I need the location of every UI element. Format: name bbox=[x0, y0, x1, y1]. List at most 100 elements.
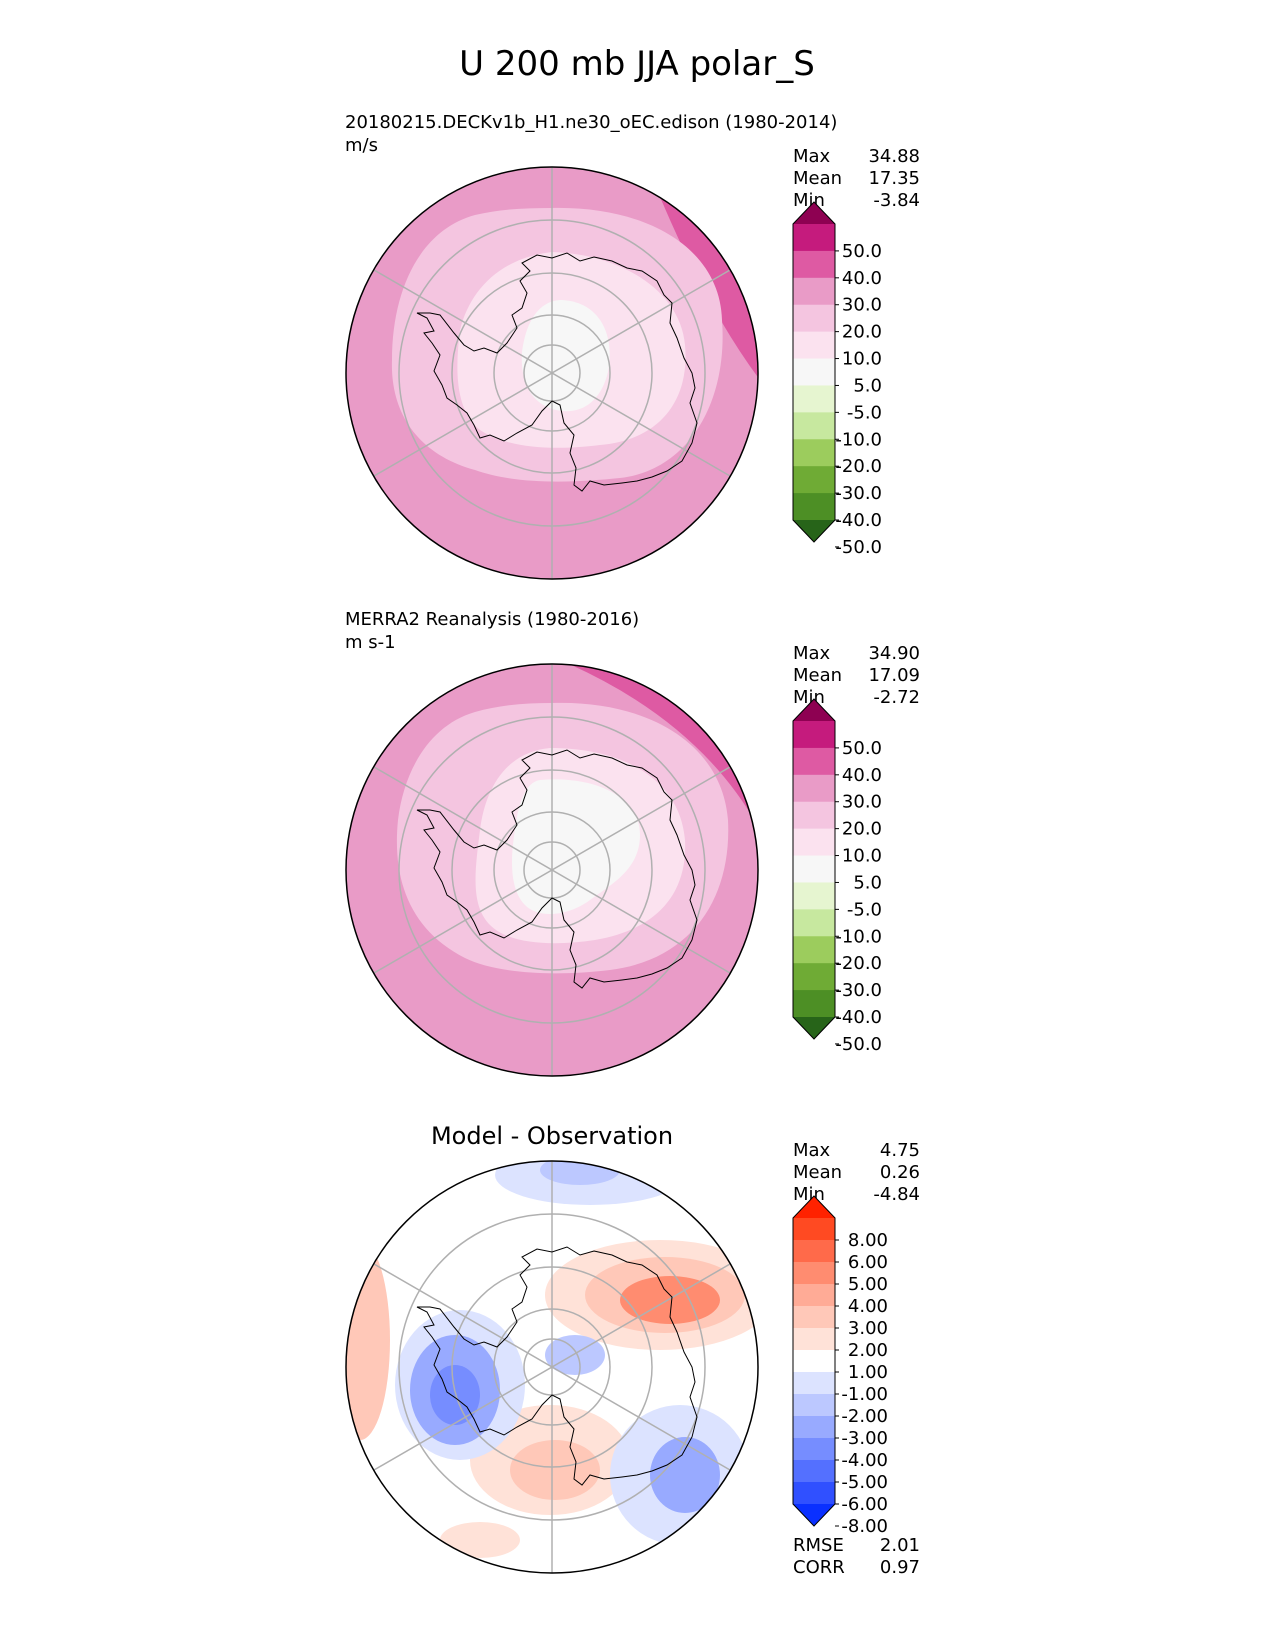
colorbar-tick-label: 40.0 bbox=[842, 765, 882, 786]
colorbar-segment bbox=[793, 1372, 835, 1395]
colorbar-tick-label: 2.00 bbox=[848, 1340, 888, 1361]
colorbar-tick-label: -20.0 bbox=[835, 953, 882, 974]
colorbar-tick-label: -3.00 bbox=[841, 1428, 888, 1449]
colorbar-segment bbox=[793, 224, 835, 252]
colorbar: 50.0 40.0 30.0 20.0 10.0 5.0 -5.0 -10.0 -20.0 -30… bbox=[792, 698, 882, 1055]
colorbar-tick-label: 50.0 bbox=[842, 241, 882, 262]
colorbar-segment bbox=[793, 1218, 835, 1241]
colorbar-segment bbox=[793, 882, 835, 910]
stat-max-label: Max bbox=[793, 1140, 831, 1161]
colorbar-extend-max bbox=[793, 202, 835, 224]
colorbar-segment bbox=[793, 774, 835, 803]
colorbar-segment bbox=[793, 412, 835, 440]
panel-label: Model - Observation bbox=[431, 1122, 673, 1150]
colorbar-tick-label: 30.0 bbox=[842, 295, 882, 316]
stat-min-value: -2.72 bbox=[873, 687, 920, 708]
colorbar-tick-label: 6.00 bbox=[848, 1252, 888, 1273]
colorbar-tick-label: 1.00 bbox=[848, 1362, 888, 1383]
colorbar-tick-label: -30.0 bbox=[835, 483, 882, 504]
colorbar-segment bbox=[793, 304, 835, 333]
panel-units: m/s bbox=[345, 135, 378, 156]
colorbar-tick-label: 10.0 bbox=[842, 846, 882, 867]
stat-mean-value: 17.09 bbox=[868, 665, 920, 686]
panel-label: 20180215.DECKv1b_H1.ne30_oEC.edison (198… bbox=[345, 112, 837, 133]
colorbar-tick-label: -20.0 bbox=[835, 456, 882, 477]
colorbar: 8.006.005.004.003.002.001.00-1.00-2.00-3… bbox=[792, 1195, 888, 1537]
negative-anomaly bbox=[650, 1437, 720, 1513]
colorbar-segment bbox=[793, 1482, 835, 1505]
colorbar-extend-max bbox=[793, 1196, 835, 1218]
meridian bbox=[373, 1263, 731, 1471]
colorbar-segment bbox=[793, 1438, 835, 1461]
meridian bbox=[373, 766, 731, 974]
colorbar-segment bbox=[793, 963, 835, 991]
colorbar-segment bbox=[793, 250, 835, 279]
positive-anomaly bbox=[440, 1522, 520, 1558]
colorbar-segment bbox=[793, 466, 835, 494]
colorbar-tick-label: -5.0 bbox=[847, 899, 882, 920]
stat-max-value: 34.88 bbox=[868, 146, 920, 167]
metric-corr-value: 0.97 bbox=[880, 1557, 920, 1578]
figure-title: U 200 mb JJA polar_S bbox=[459, 44, 815, 84]
stats-block: Max 34.90 Mean 17.09 Min -2.72 bbox=[793, 643, 920, 708]
colorbar-tick-label: -5.00 bbox=[841, 1472, 888, 1493]
colorbar-tick-label: 50.0 bbox=[842, 738, 882, 759]
metric-rmse-label: RMSE bbox=[793, 1535, 844, 1556]
colorbar-segment bbox=[793, 990, 835, 1018]
colorbar-segment bbox=[793, 439, 835, 467]
colorbar-tick-label: -2.00 bbox=[841, 1406, 888, 1427]
stat-mean-label: Mean bbox=[793, 168, 842, 189]
stat-max-label: Max bbox=[793, 146, 831, 167]
metrics-block: RMSE 2.01 CORR 0.97 bbox=[793, 1535, 920, 1578]
colorbar-segment bbox=[793, 385, 835, 413]
colorbar-segment bbox=[793, 493, 835, 521]
colorbar-segment bbox=[793, 1350, 835, 1373]
colorbar-tick-label: 3.00 bbox=[848, 1318, 888, 1339]
colorbar-tick-label: -8.00 bbox=[841, 1516, 888, 1537]
colorbar-tick-label: 10.0 bbox=[842, 349, 882, 370]
colorbar-segment bbox=[793, 358, 835, 386]
colorbar-segment bbox=[793, 855, 835, 883]
map-boundary bbox=[345, 663, 759, 1077]
colorbar: 50.0 40.0 30.0 20.0 10.0 5.0 -5.0 -10.0 -20.0 -30… bbox=[792, 201, 882, 558]
colorbar-tick-label: -50.0 bbox=[835, 1034, 882, 1055]
stat-min-value: -4.84 bbox=[873, 1184, 920, 1205]
colorbar-tick-label: -50.0 bbox=[835, 537, 882, 558]
colorbar-segment bbox=[793, 801, 835, 830]
panel-difference: Model - Observation bbox=[345, 1122, 920, 1578]
colorbar-segment bbox=[793, 277, 835, 306]
colorbar-segment bbox=[793, 936, 835, 964]
stat-mean-value: 0.26 bbox=[880, 1162, 920, 1183]
stat-mean-label: Mean bbox=[793, 1162, 842, 1183]
colorbar-tick-label: 20.0 bbox=[842, 819, 882, 840]
colorbar-segment bbox=[793, 828, 835, 857]
map-boundary bbox=[345, 1160, 759, 1574]
colorbar-segment bbox=[793, 331, 835, 360]
positive-anomaly bbox=[510, 1440, 600, 1500]
panel-reference: MERRA2 Reanalysis (1980-2016) m s-1 Max … bbox=[345, 609, 920, 1077]
colorbar-segment bbox=[793, 1416, 835, 1439]
colorbar-extend-min bbox=[793, 1504, 835, 1526]
colorbar-segment bbox=[793, 747, 835, 776]
stat-max-value: 34.90 bbox=[868, 643, 920, 664]
colorbar-segment bbox=[793, 1284, 835, 1307]
positive-anomaly bbox=[346, 1240, 390, 1440]
stat-mean-label: Mean bbox=[793, 665, 842, 686]
metric-rmse-value: 2.01 bbox=[880, 1535, 920, 1556]
colorbar-tick-label: 8.00 bbox=[848, 1230, 888, 1251]
colorbar-segment bbox=[793, 1262, 835, 1285]
stat-max-label: Max bbox=[793, 643, 831, 664]
colorbar-tick-label: -4.00 bbox=[841, 1450, 888, 1471]
colorbar-segment bbox=[793, 1394, 835, 1417]
colorbar-extend-min bbox=[793, 1017, 835, 1039]
colorbar-tick-label: 4.00 bbox=[848, 1296, 888, 1317]
colorbar-tick-label: -10.0 bbox=[835, 429, 882, 450]
colorbar-segment bbox=[793, 1328, 835, 1351]
metric-corr-label: CORR bbox=[793, 1557, 845, 1578]
colorbar-tick-label: -1.00 bbox=[841, 1384, 888, 1405]
colorbar-tick-label: 20.0 bbox=[842, 322, 882, 343]
colorbar-tick-label: -10.0 bbox=[835, 926, 882, 947]
colorbar-segment bbox=[793, 1306, 835, 1329]
stat-max-value: 4.75 bbox=[880, 1140, 920, 1161]
